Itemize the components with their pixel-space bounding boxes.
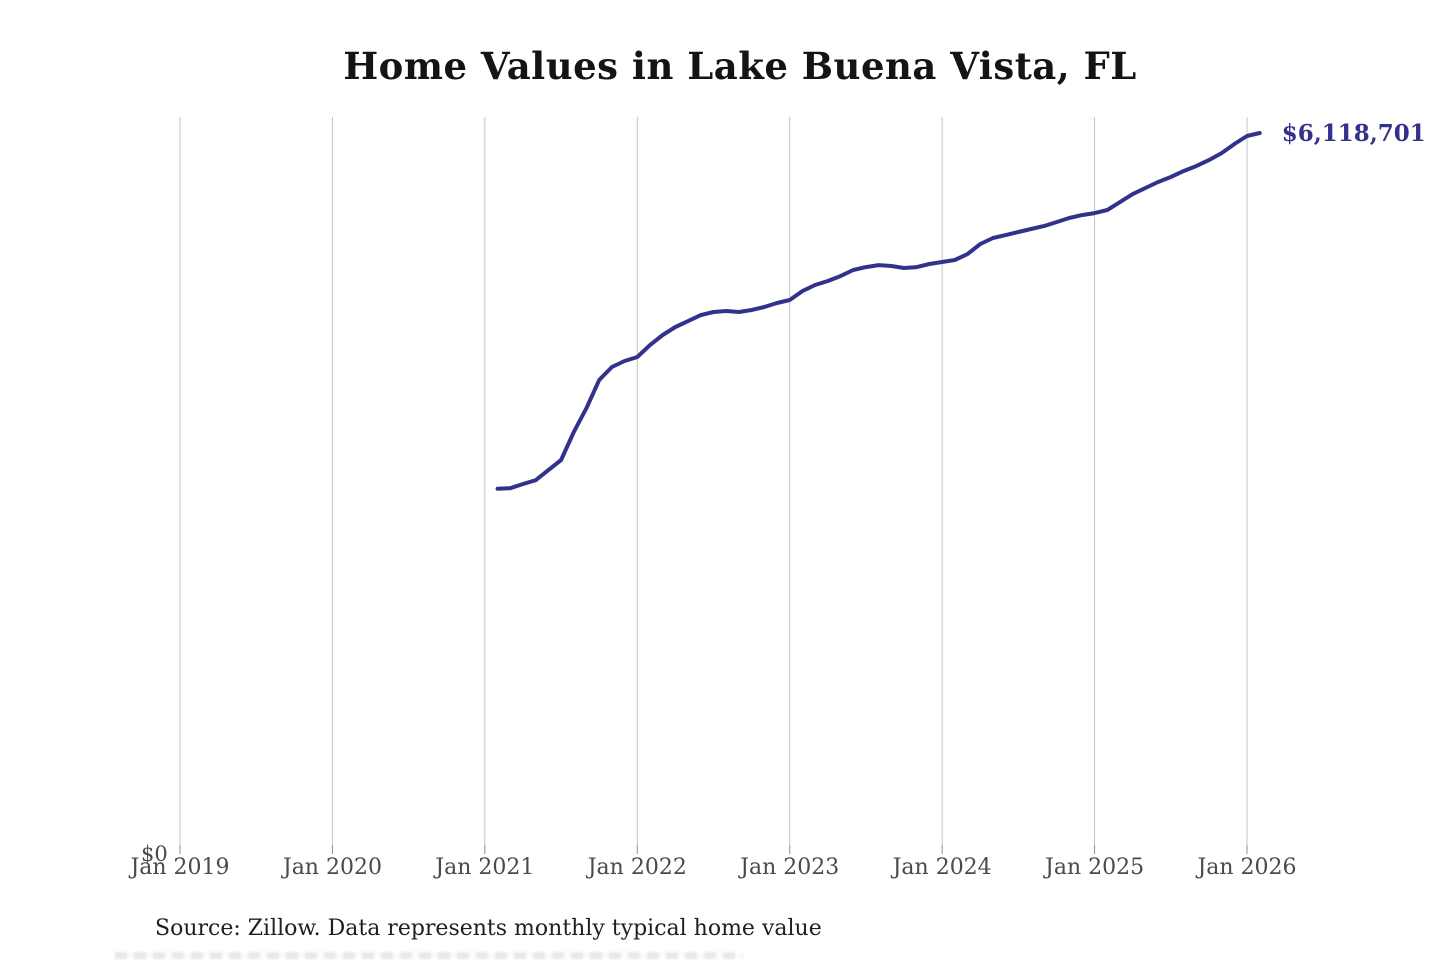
x-tick-label: Jan 2019 (130, 855, 230, 880)
x-tick-label: Jan 2026 (1197, 855, 1297, 880)
x-tick-label: Jan 2021 (435, 855, 535, 880)
end-value-annotation: $6,118,701 (1281, 120, 1426, 147)
page-title: Home Values in Lake Buena Vista, FL (343, 44, 1137, 88)
y-axis-zero-label: $0 (141, 842, 168, 866)
x-tick-label: Jan 2025 (1045, 855, 1145, 880)
x-tick-label: Jan 2020 (282, 855, 382, 880)
x-tick-label: Jan 2023 (740, 855, 840, 880)
cropped-text-remnant (115, 952, 743, 959)
home-value-line (495, 131, 1262, 491)
x-tick-label: Jan 2022 (587, 855, 687, 880)
x-tick-label: Jan 2024 (892, 855, 992, 880)
source-note: Source: Zillow. Data represents monthly … (155, 916, 822, 941)
